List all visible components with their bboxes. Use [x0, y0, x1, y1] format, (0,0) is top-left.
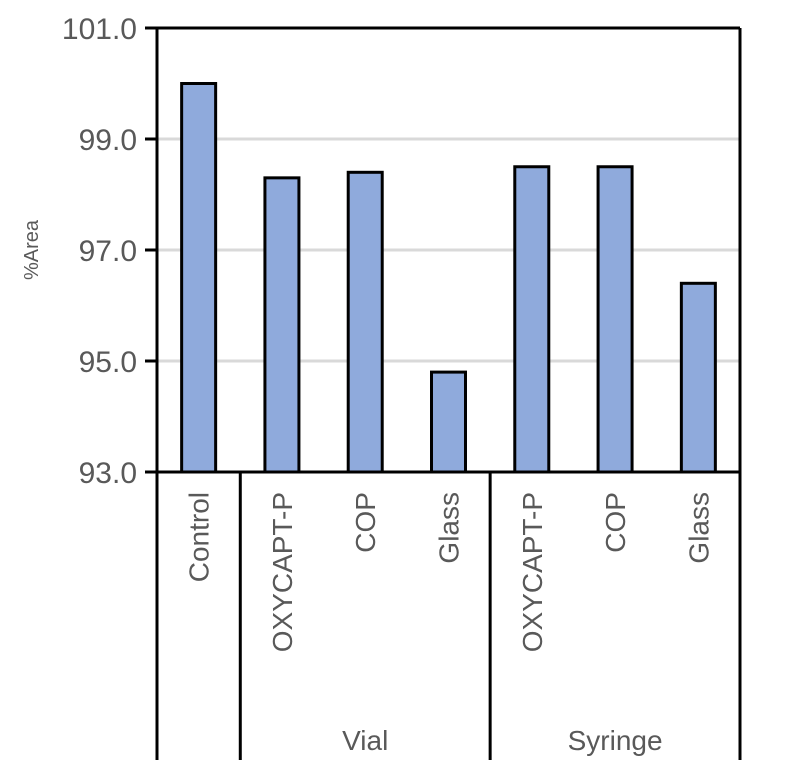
gridlines — [157, 137, 740, 363]
bar — [180, 82, 218, 474]
category-label: Glass — [434, 492, 465, 564]
bar — [679, 281, 717, 474]
category-labels: Control OXYCAPT-P COP Glass OXYCAPT-P COP Glas… — [184, 492, 715, 652]
group-label: Syringe — [568, 725, 663, 756]
bar — [346, 170, 384, 474]
bar — [596, 165, 634, 474]
bar — [263, 176, 301, 474]
y-tick-labels: 93.0 95.0 97.0 99.0 101.0 — [62, 13, 137, 490]
bars — [180, 82, 717, 474]
axes — [145, 26, 742, 760]
y-axis-label: %Area — [21, 219, 43, 280]
y-tick-label: 101.0 — [62, 13, 137, 46]
category-label: OXYCAPT-P — [517, 492, 548, 652]
bar — [430, 370, 467, 474]
category-label: Control — [184, 492, 215, 582]
group-labels: Vial Syringe — [342, 725, 662, 756]
category-label: OXYCAPT-P — [267, 492, 298, 652]
y-tick-label: 95.0 — [79, 346, 137, 379]
category-label: COP — [350, 492, 381, 553]
category-label: COP — [600, 492, 631, 553]
y-tick-label: 93.0 — [79, 457, 137, 490]
group-label: Vial — [342, 725, 388, 756]
y-tick-label: 97.0 — [79, 235, 137, 268]
category-label: Glass — [683, 492, 714, 564]
bar — [513, 165, 551, 474]
y-tick-label: 99.0 — [79, 124, 137, 157]
